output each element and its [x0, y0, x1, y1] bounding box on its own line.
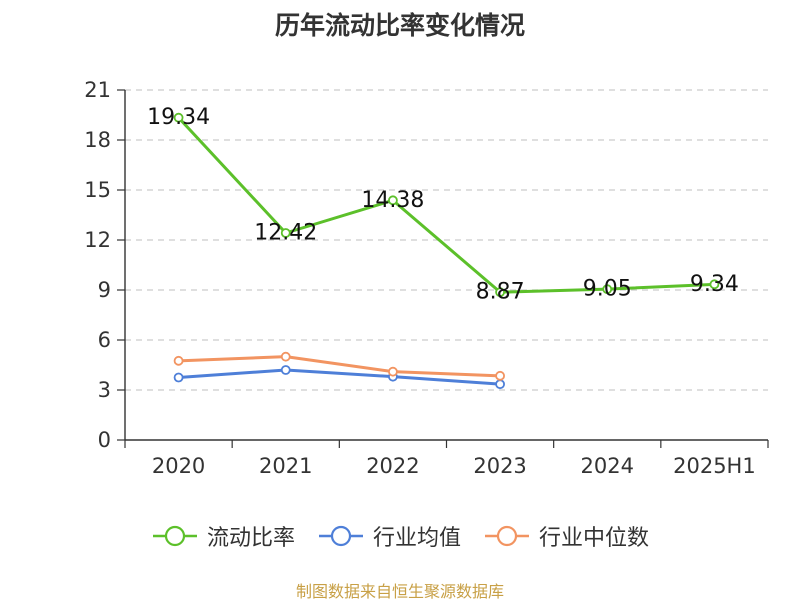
data-label: 9.34	[690, 272, 739, 297]
data-point	[280, 228, 291, 238]
x-tick-label: 2024	[581, 454, 634, 478]
x-tick-label: 2021	[259, 454, 312, 478]
data-label: 14.38	[361, 188, 424, 213]
x-tick-label: 2025H1	[673, 454, 756, 478]
y-tick-label: 3	[98, 378, 111, 402]
legend: 流动比率 行业均值 行业中位数	[0, 520, 800, 552]
legend-circle	[330, 525, 352, 547]
legend-item-industry-mean[interactable]: 行业均值	[317, 520, 461, 552]
data-point	[173, 372, 184, 383]
data-point	[280, 365, 291, 375]
x-tick-label: 2020	[152, 454, 205, 478]
legend-circle	[164, 525, 186, 547]
data-point	[173, 355, 184, 366]
x-tick-label: 2023	[473, 454, 526, 478]
data-point	[495, 370, 505, 381]
data-point	[495, 287, 505, 298]
y-tick-label: 21	[84, 78, 111, 102]
y-tick-label: 18	[84, 128, 111, 152]
line-chart: 0 3 6 9 12 15 18 21 2020 2021 2022 2023 2024 2025H1 19…	[84, 78, 769, 478]
data-point	[280, 351, 291, 362]
data-point	[388, 195, 398, 206]
legend-item-industry-median[interactable]: 行业中位数	[483, 520, 649, 552]
legend-marker-industry-mean	[318, 525, 363, 547]
data-point	[388, 366, 398, 377]
y-tick-label: 12	[84, 228, 111, 252]
data-label: 9.05	[583, 277, 632, 302]
legend-item-current-ratio[interactable]: 流动比率	[151, 520, 295, 552]
x-tick-label: 2022	[366, 454, 419, 478]
series-line-2	[178, 355, 501, 378]
chart-title: 历年流动比率变化情况	[274, 11, 525, 40]
y-tick-label: 6	[98, 328, 111, 352]
y-tick-label: 0	[98, 428, 111, 452]
data-label: 19.34	[147, 105, 210, 130]
legend-marker-current-ratio	[152, 525, 197, 547]
source-note: 制图数据来自恒生聚源数据库	[295, 582, 504, 601]
legend-label-current-ratio: 流动比率	[206, 526, 295, 551]
legend-label-industry-median: 行业中位数	[539, 526, 650, 551]
data-point	[709, 279, 720, 290]
y-tick-label: 15	[84, 178, 111, 202]
data-label: 12.42	[254, 221, 317, 246]
y-tick-label: 9	[98, 278, 111, 302]
series-line-1	[178, 368, 501, 386]
data-point	[173, 112, 184, 123]
legend-label-industry-mean: 行业均值	[372, 526, 461, 551]
legend-marker-industry-median	[485, 525, 529, 547]
legend-circle	[496, 525, 518, 547]
data-label: 8.87	[476, 280, 525, 305]
data-point	[495, 379, 505, 390]
data-point	[602, 284, 613, 295]
series-line-0	[177, 116, 715, 294]
